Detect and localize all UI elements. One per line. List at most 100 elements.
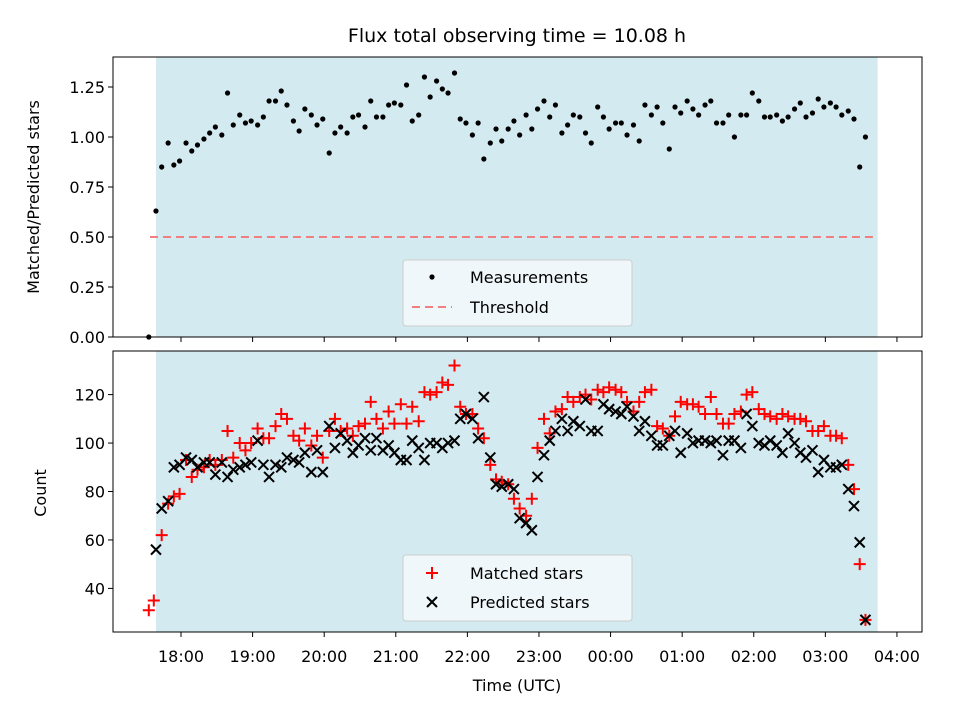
predicted-star-point — [699, 434, 711, 447]
predicted-star-point — [806, 444, 819, 457]
matched-star-point — [537, 412, 550, 425]
measurement-point — [284, 102, 290, 108]
measurement-point — [409, 118, 415, 124]
predicted-star-point — [645, 430, 658, 442]
matched-star-point — [346, 429, 359, 442]
measurement-point — [713, 120, 720, 126]
x-tick-label: 19:00 — [230, 647, 276, 666]
predicted-star-point — [150, 543, 162, 556]
measurement-point — [833, 104, 839, 110]
measurement-point — [457, 116, 463, 122]
matched-star-point — [388, 417, 401, 430]
measurement-point — [266, 98, 272, 104]
measurement-point — [815, 96, 821, 102]
legend-predicted-marker — [426, 596, 438, 608]
matched-star-point — [746, 386, 759, 399]
predicted-stars-points — [150, 391, 872, 626]
matched-star-point — [704, 391, 717, 404]
predicted-star-point — [627, 410, 640, 423]
matched-star-point — [155, 529, 168, 542]
predicted-star-point — [251, 434, 264, 447]
predicted-star-point — [323, 420, 335, 432]
measurement-point — [624, 132, 630, 138]
measurement-point — [165, 140, 171, 146]
bottom-y-label: Count — [31, 469, 50, 517]
chart-title: Flux total observing time = 10.08 h — [348, 25, 686, 47]
measurement-point — [534, 106, 541, 112]
measurement-point — [857, 164, 863, 170]
predicted-star-point — [591, 425, 604, 437]
matched-star-point — [364, 395, 377, 408]
predicted-star-point — [508, 483, 520, 495]
measurement-point — [421, 74, 428, 80]
bottom-y-ticks: 40 60 80 100 120 — [74, 386, 113, 598]
measurement-point — [684, 98, 690, 104]
predicted-star-point — [317, 466, 329, 478]
top-y-tick-label: 0.25 — [69, 278, 105, 297]
matched-star-point — [740, 388, 753, 401]
predicted-star-point — [746, 420, 759, 432]
measurement-point — [320, 116, 326, 122]
predicted-star-point — [538, 449, 550, 461]
predicted-star-point — [740, 408, 753, 420]
measurement-point — [308, 112, 314, 118]
bottom-y-tick-label: 80 — [85, 483, 105, 502]
matched-star-point — [847, 483, 860, 496]
measurement-point — [189, 148, 195, 154]
matched-star-point — [722, 417, 735, 430]
predicted-star-point — [168, 461, 180, 473]
matched-star-point — [280, 412, 293, 425]
measurement-point — [523, 112, 529, 118]
x-tick-label: 22:00 — [444, 647, 490, 666]
matched-stars-points — [142, 359, 872, 626]
matched-star-point — [656, 422, 669, 435]
predicted-star-point — [245, 456, 257, 469]
measurement-point — [666, 146, 672, 152]
matched-star-point — [185, 470, 198, 483]
measurement-point — [612, 120, 619, 126]
predicted-star-point — [836, 459, 848, 471]
measurement-point — [368, 98, 374, 104]
matched-star-point — [651, 420, 664, 433]
predicted-star-point — [639, 415, 651, 427]
measurement-point — [582, 130, 589, 136]
measurement-point — [362, 124, 368, 130]
measurement-point — [272, 98, 279, 104]
predicted-star-point — [216, 456, 228, 469]
predicted-star-point — [365, 444, 377, 457]
bottom-legend-box — [402, 554, 633, 622]
measurement-point — [344, 130, 350, 136]
measurement-point — [559, 130, 565, 136]
bottom-y-tick-label: 60 — [85, 531, 105, 550]
legend-matched-label: Matched stars — [470, 564, 583, 583]
measurement-point — [403, 82, 410, 88]
matched-star-point — [699, 407, 712, 420]
measurement-point — [636, 138, 642, 144]
matched-star-point — [448, 359, 461, 372]
predicted-star-point — [830, 461, 842, 473]
measurement-point — [427, 94, 433, 100]
predicted-star-point — [705, 437, 717, 449]
predicted-star-point — [484, 451, 497, 464]
measurement-point — [845, 108, 851, 114]
measurement-point — [255, 122, 261, 128]
legend-measurements-marker — [429, 274, 435, 280]
predicted-star-point — [782, 427, 794, 440]
predicted-star-point — [180, 451, 192, 464]
measurement-point — [797, 100, 803, 106]
measurement-point — [302, 106, 308, 112]
x-tick-label: 20:00 — [301, 647, 347, 666]
predicted-star-point — [526, 524, 538, 536]
matched-star-point — [305, 439, 318, 452]
matched-star-point — [794, 412, 807, 425]
predicted-star-point — [162, 495, 174, 507]
measurement-point — [499, 138, 505, 144]
measurement-point — [756, 98, 762, 104]
measurement-point — [153, 208, 159, 214]
measurement-point — [278, 88, 284, 94]
measurement-point — [851, 116, 857, 122]
predicted-star-point — [764, 434, 776, 447]
predicted-star-point — [442, 437, 454, 449]
measurement-point — [565, 122, 571, 128]
predicted-star-point — [561, 425, 574, 437]
